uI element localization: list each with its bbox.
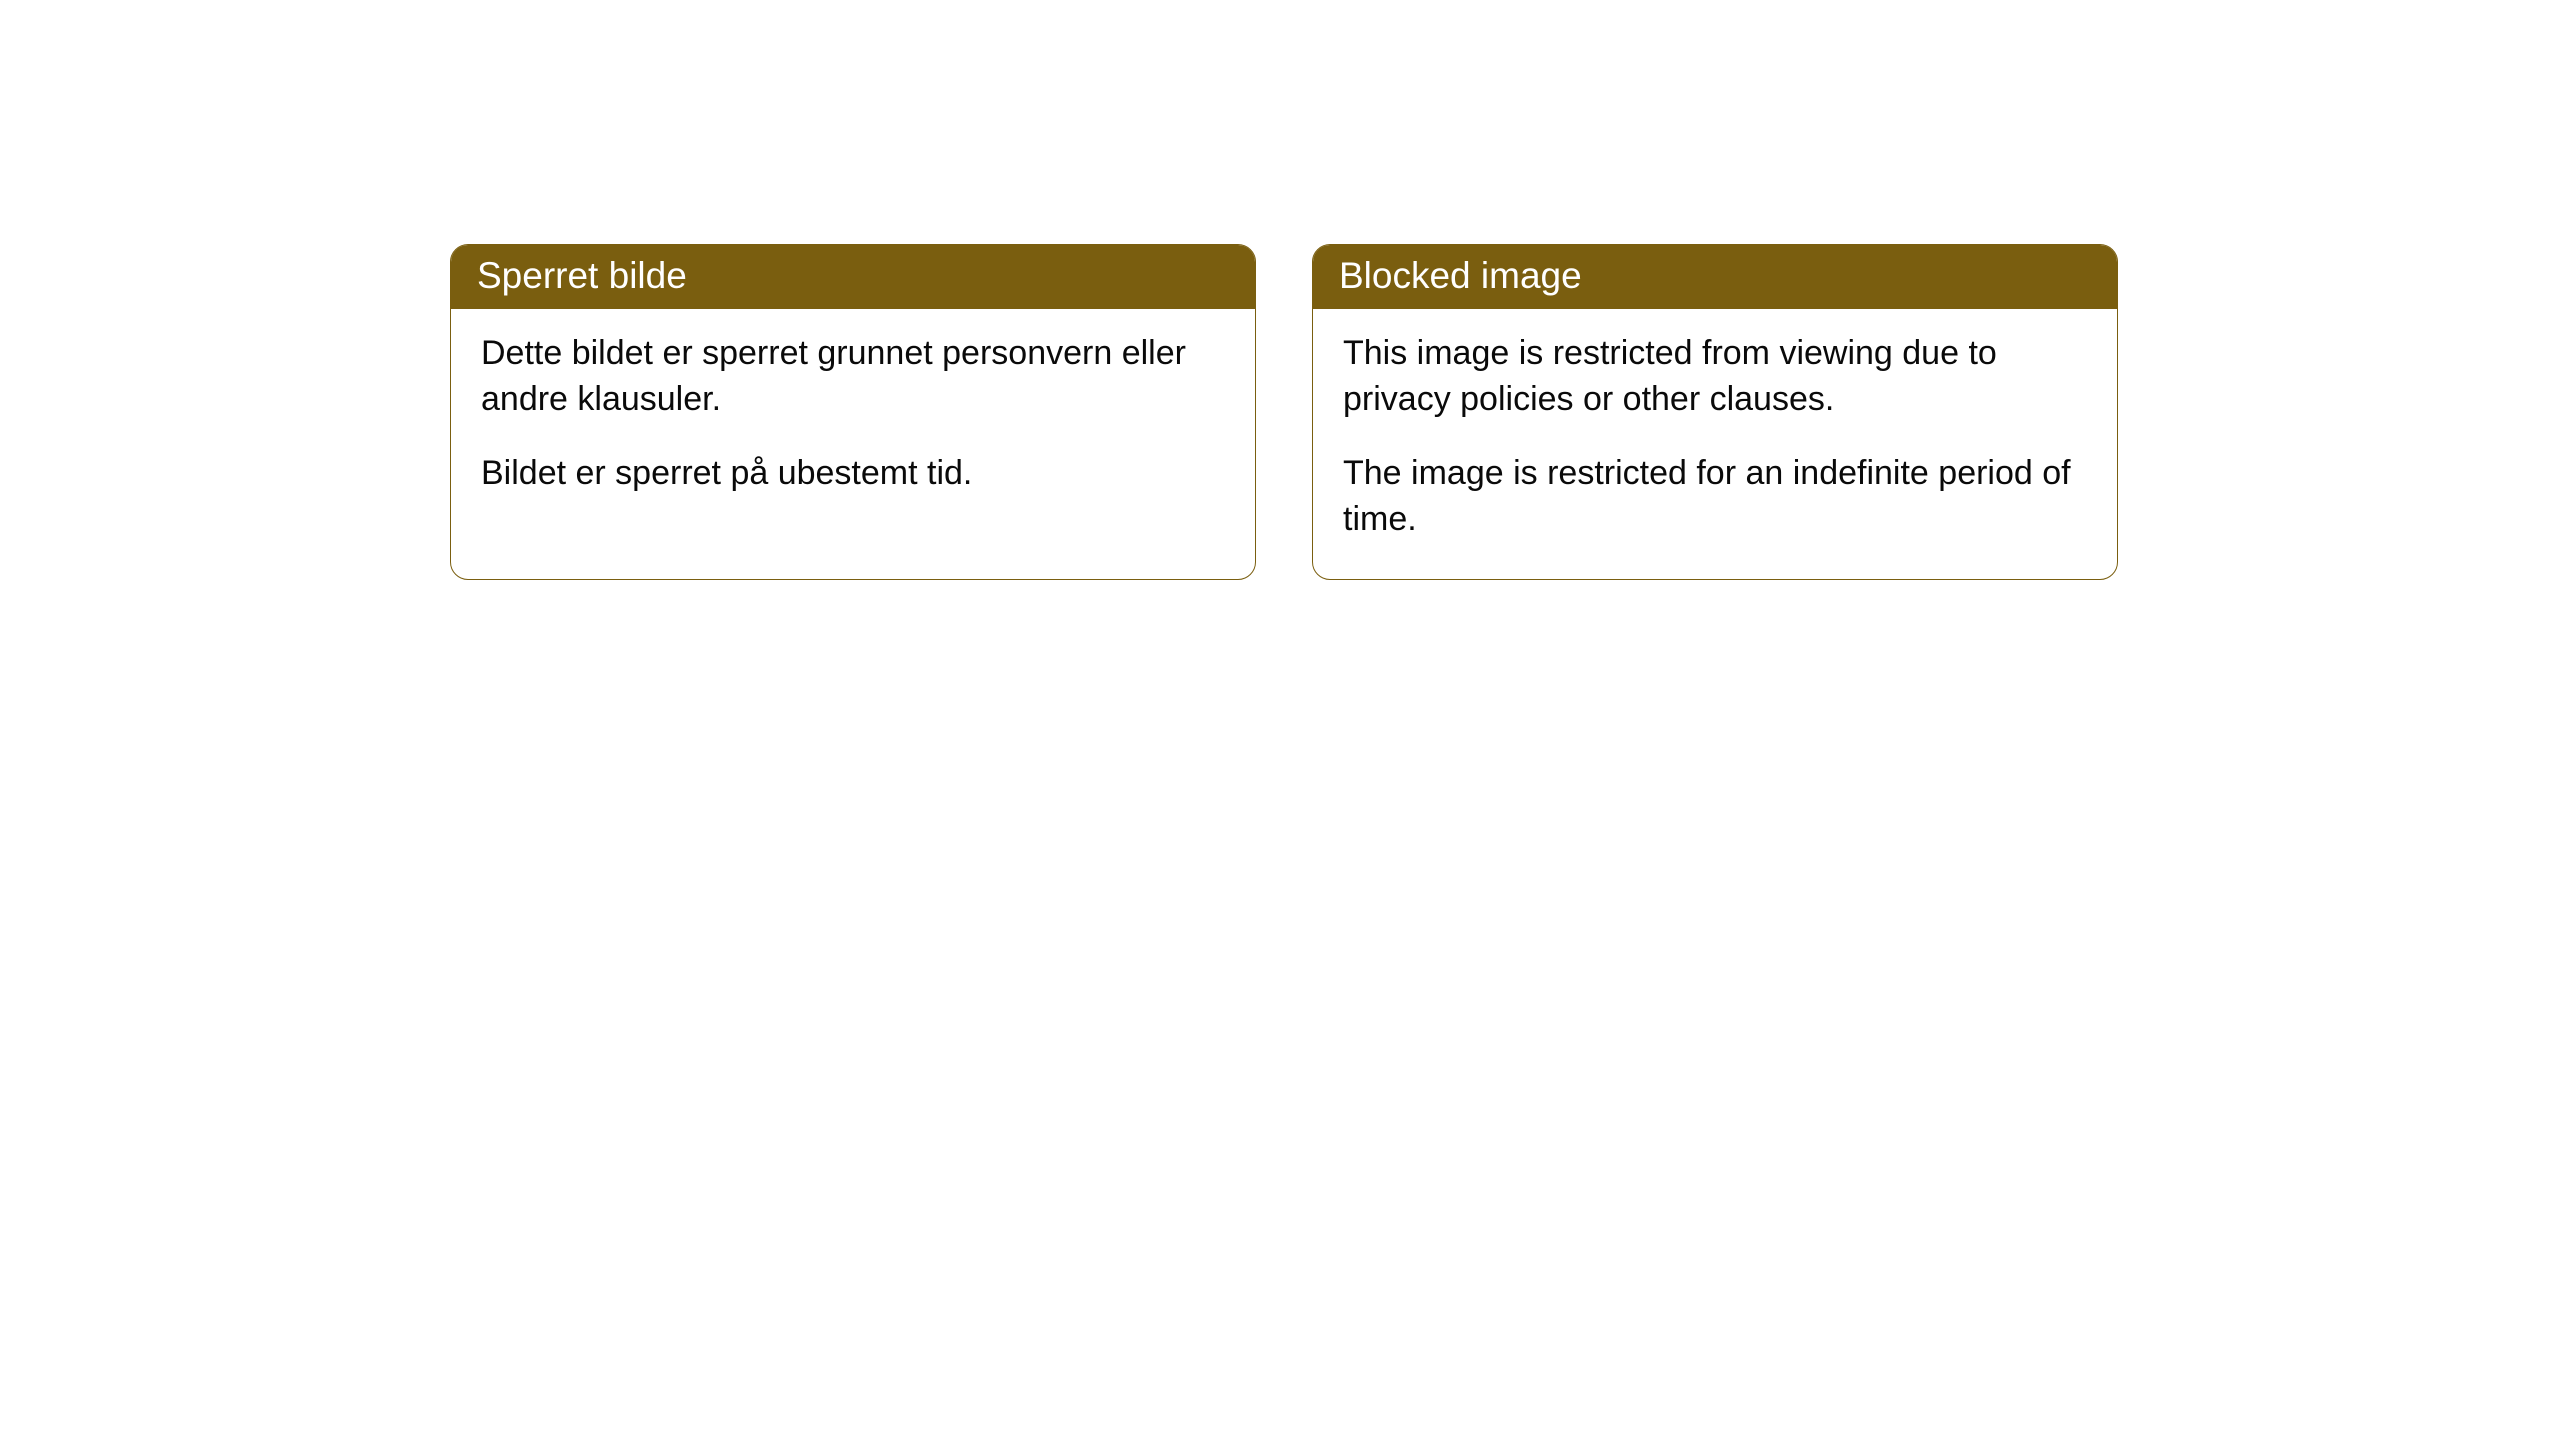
card-header: Blocked image — [1313, 245, 2117, 309]
card-title: Sperret bilde — [477, 255, 687, 296]
card-english: Blocked image This image is restricted f… — [1312, 244, 2118, 580]
card-paragraph: Dette bildet er sperret grunnet personve… — [481, 331, 1225, 423]
card-header: Sperret bilde — [451, 245, 1255, 309]
card-paragraph: This image is restricted from viewing du… — [1343, 331, 2087, 423]
card-paragraph: Bildet er sperret på ubestemt tid. — [481, 451, 1225, 497]
card-body: This image is restricted from viewing du… — [1313, 309, 2117, 579]
card-body: Dette bildet er sperret grunnet personve… — [451, 309, 1255, 533]
card-norwegian: Sperret bilde Dette bildet er sperret gr… — [450, 244, 1256, 580]
card-paragraph: The image is restricted for an indefinit… — [1343, 451, 2087, 543]
cards-container: Sperret bilde Dette bildet er sperret gr… — [450, 244, 2118, 580]
card-title: Blocked image — [1339, 255, 1582, 296]
